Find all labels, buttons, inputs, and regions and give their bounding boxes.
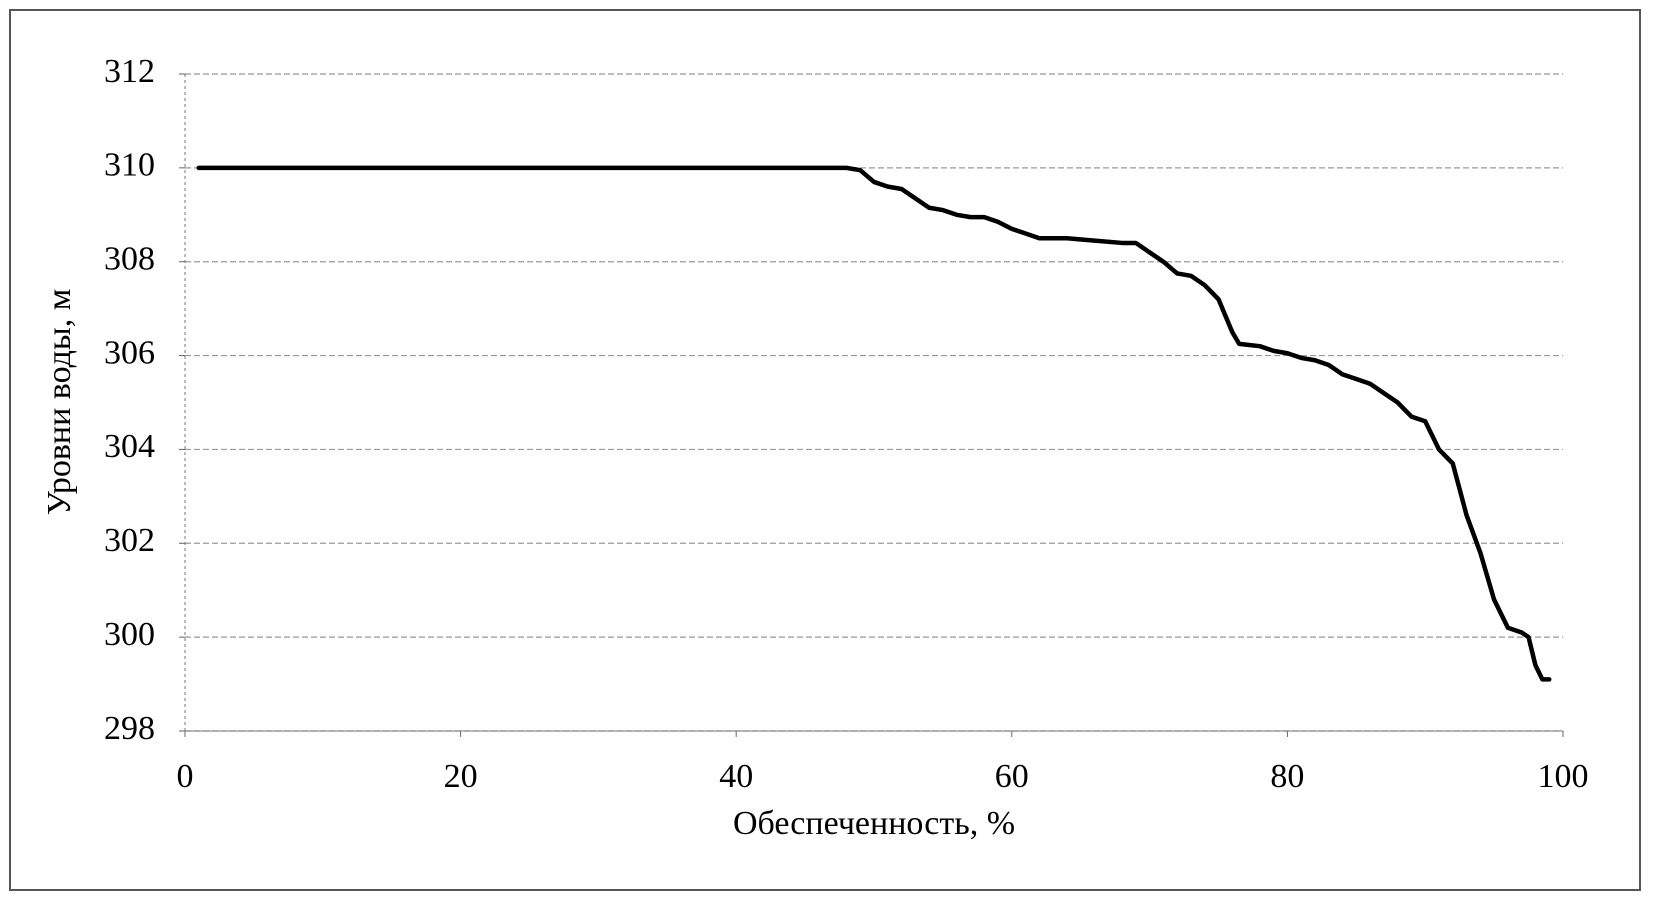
x-tick-label: 0 xyxy=(177,758,194,795)
x-tick-label: 100 xyxy=(1538,758,1589,795)
y-tick-label: 308 xyxy=(104,241,155,278)
x-tick-label: 20 xyxy=(444,758,478,795)
y-tick-label: 306 xyxy=(104,334,155,371)
y-tick-label: 312 xyxy=(104,53,155,90)
y-tick-label: 304 xyxy=(104,428,155,465)
x-axis-label: Обеспеченность, % xyxy=(733,805,1015,842)
y-tick-label: 302 xyxy=(104,522,155,559)
x-tick-label: 60 xyxy=(995,758,1029,795)
chart-frame xyxy=(9,9,1641,891)
y-tick-label: 300 xyxy=(104,616,155,653)
x-tick-label: 80 xyxy=(1270,758,1304,795)
x-tick-label: 40 xyxy=(719,758,753,795)
y-tick-label: 298 xyxy=(104,710,155,747)
data-line xyxy=(196,165,1552,682)
y-axis-label: Уровни воды, м xyxy=(41,289,78,516)
y-tick-label: 310 xyxy=(104,147,155,184)
